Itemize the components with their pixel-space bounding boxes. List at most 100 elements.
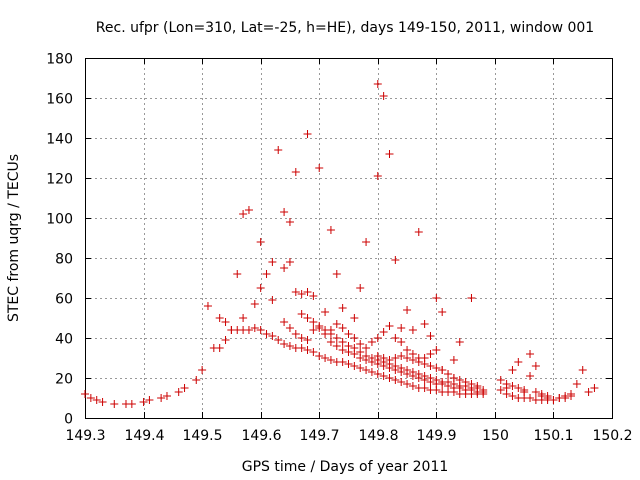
data-point [274, 146, 283, 154]
x-tick-label: 150 [482, 428, 509, 444]
data-point [403, 346, 412, 354]
data-point [268, 332, 277, 340]
data-point [367, 368, 376, 376]
data-point [403, 366, 412, 374]
data-point [584, 388, 593, 396]
data-point [367, 338, 376, 346]
data-point [397, 364, 406, 372]
data-point [280, 208, 289, 216]
data-point [297, 344, 306, 352]
data-point [426, 332, 435, 340]
data-point [303, 314, 312, 322]
data-point [438, 308, 447, 316]
data-point [403, 306, 412, 314]
data-point [309, 292, 318, 300]
data-point [444, 378, 453, 386]
data-point [549, 396, 558, 404]
data-point [280, 340, 289, 348]
data-point [239, 210, 248, 218]
plot-frame [85, 58, 613, 419]
data-point [426, 362, 435, 370]
data-point [362, 352, 371, 360]
y-tick-label: 100 [46, 212, 73, 228]
data-point [526, 372, 535, 380]
data-point [514, 384, 523, 392]
data-point [303, 346, 312, 354]
data-point [373, 352, 382, 360]
x-tick-label: 149.8 [358, 428, 398, 444]
data-point [502, 390, 511, 398]
data-point [408, 356, 417, 364]
data-point [561, 394, 570, 402]
data-point [356, 364, 365, 372]
data-point [338, 346, 347, 354]
axis-ticks [85, 58, 613, 419]
data-point [408, 382, 417, 390]
data-point [332, 320, 341, 328]
data-point [526, 394, 535, 402]
data-point [362, 344, 371, 352]
data-point [432, 376, 441, 384]
data-point [362, 366, 371, 374]
data-point [198, 366, 207, 374]
data-point [408, 368, 417, 376]
data-point [432, 346, 441, 354]
data-point [479, 386, 488, 394]
data-point [332, 334, 341, 342]
data-point [221, 336, 230, 344]
y-tick-label: 120 [46, 172, 73, 188]
data-point [373, 80, 382, 88]
x-tick-label: 149.7 [299, 428, 339, 444]
data-point [350, 314, 359, 322]
data-point [162, 392, 171, 400]
data-point [432, 364, 441, 372]
data-point [321, 354, 330, 362]
data-point [520, 386, 529, 394]
data-point [414, 370, 423, 378]
data-point [414, 228, 423, 236]
data-point [438, 366, 447, 374]
data-point [467, 380, 476, 388]
data-point [414, 358, 423, 366]
data-point [461, 378, 470, 386]
data-point [496, 376, 505, 384]
data-point [356, 284, 365, 292]
y-tick-labels: 0 20 40 60 80 100 120 140 160 180 [46, 52, 73, 428]
data-point [508, 382, 517, 390]
data-point [420, 384, 429, 392]
data-point [420, 372, 429, 380]
data-point [338, 338, 347, 346]
data-point [326, 326, 335, 334]
data-point [514, 358, 523, 366]
data-point [379, 372, 388, 380]
data-point [244, 206, 253, 214]
data-point [315, 164, 324, 172]
data-point [350, 344, 359, 352]
data-point [262, 330, 271, 338]
data-point [408, 326, 417, 334]
data-point [303, 130, 312, 138]
data-point [502, 380, 511, 388]
data-point [157, 394, 166, 402]
data-point [420, 360, 429, 368]
y-axis-title: STEC from uqrg / TECUs [6, 154, 22, 322]
data-point [244, 326, 253, 334]
data-point [250, 324, 259, 332]
data-point [420, 320, 429, 328]
data-point [256, 284, 265, 292]
data-point [280, 318, 289, 326]
data-point [250, 300, 259, 308]
data-point [397, 352, 406, 360]
data-point [455, 376, 464, 384]
data-point [86, 394, 95, 402]
data-point [496, 386, 505, 394]
data-point [444, 370, 453, 378]
data-point [221, 318, 230, 326]
x-tick-labels: 149.3 149.4 149.5 149.6 149.7 149.8 149.9 150 15… [65, 428, 632, 444]
data-point [291, 288, 300, 296]
x-tick-label: 149.3 [65, 428, 105, 444]
data-point [262, 270, 271, 278]
data-point [403, 354, 412, 362]
data-point [297, 334, 306, 342]
